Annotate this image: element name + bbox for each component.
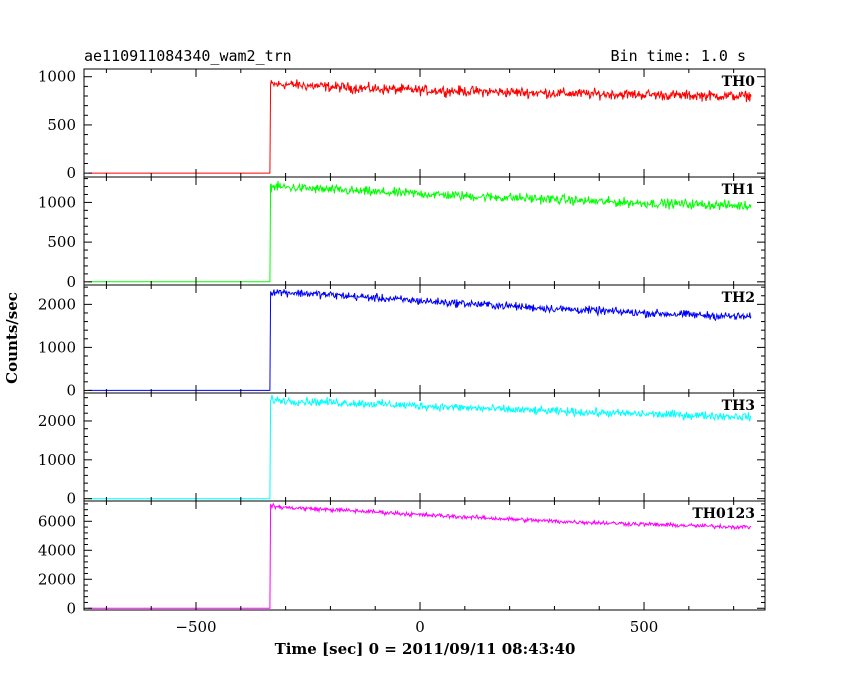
x-tick-label: −500	[175, 618, 216, 636]
panel-label-th1: TH1	[722, 182, 755, 198]
series-line-th0	[88, 79, 752, 174]
y-tick-label: 2000	[38, 570, 76, 588]
series-line-th3	[88, 394, 752, 500]
x-axis-label: Time [sec] 0 = 2011/09/11 08:43:40	[275, 640, 576, 658]
y-tick-label: 0	[66, 381, 76, 399]
y-tick-label: 0	[66, 273, 76, 291]
y-tick-label: 500	[47, 233, 76, 251]
panel-label-th2: TH2	[722, 290, 755, 306]
y-tick-label: 1000	[38, 451, 76, 469]
panel-frame-th3	[83, 392, 766, 502]
panel-label-th0123: TH0123	[692, 506, 755, 522]
y-tick-label: 4000	[38, 541, 76, 559]
x-tick-label: 500	[630, 618, 659, 636]
y-tick-label: 6000	[38, 512, 76, 530]
y-tick-label: 0	[66, 490, 76, 508]
panel-frame-th0123	[83, 500, 766, 611]
y-tick-label: 500	[47, 116, 76, 134]
panel-frame-th0	[83, 68, 766, 178]
series-line-th2	[88, 289, 752, 391]
panel-label-th0: TH0	[722, 74, 756, 90]
panels-group: 0 500 1000 TH0 0 500 1000 TH1 0 1000 2000 TH2 0 1000 2…	[38, 68, 766, 636]
y-tick-label: 1000	[38, 338, 76, 356]
y-tick-label: 2000	[38, 295, 76, 313]
bin-time-label: Bin time: 1.0 s	[611, 47, 746, 65]
y-tick-label: 1000	[38, 193, 76, 211]
y-tick-label: 0	[66, 599, 76, 617]
panel-label-th3: TH3	[722, 398, 755, 414]
y-axis-label: Counts/sec	[3, 292, 21, 384]
x-tick-label: 0	[415, 618, 425, 636]
series-line-th0123	[88, 502, 752, 609]
y-tick-label: 0	[66, 164, 76, 182]
y-tick-label: 2000	[38, 412, 76, 430]
chart-title: ae110911084340_wam2_trn	[84, 47, 292, 65]
y-tick-label: 1000	[38, 68, 76, 86]
series-line-th1	[88, 180, 752, 283]
